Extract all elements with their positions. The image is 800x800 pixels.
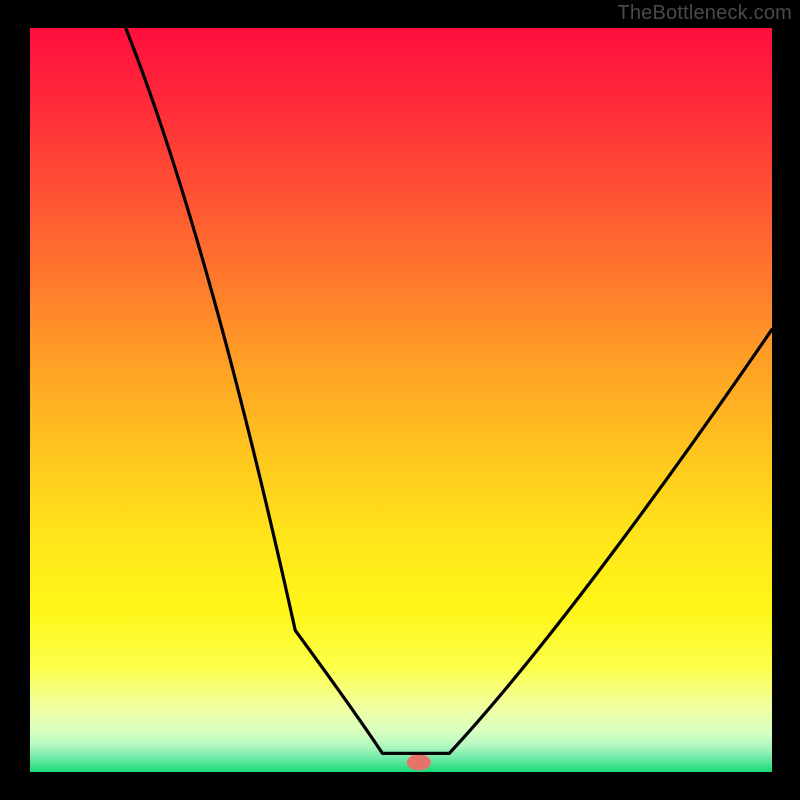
bottleneck-marker [407,754,431,770]
bottleneck-chart [0,0,800,800]
chart-background-gradient [30,28,772,772]
watermark-text: TheBottleneck.com [617,2,792,25]
